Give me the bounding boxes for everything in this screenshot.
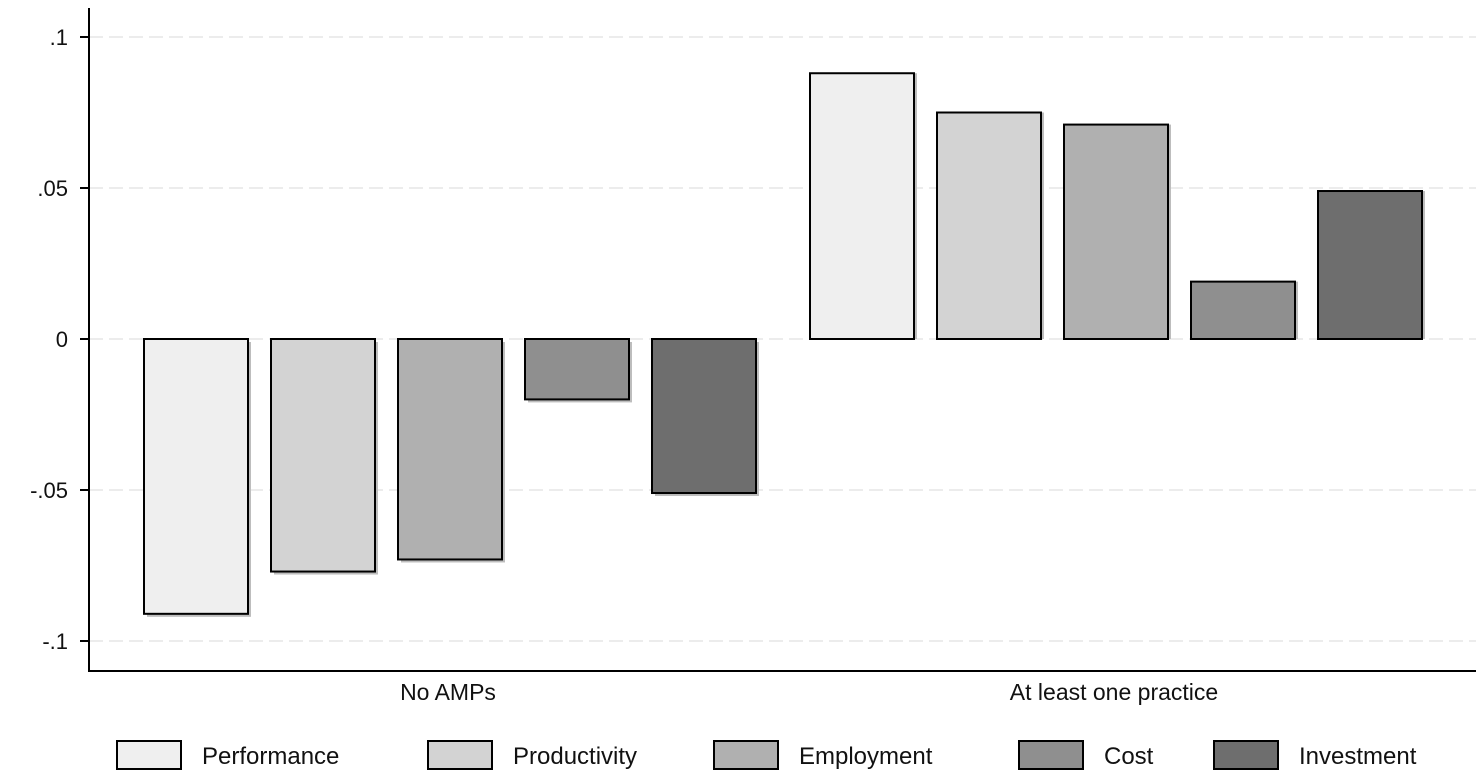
- x-category-label: No AMPs: [400, 679, 496, 705]
- y-ticks: .1 .05 0 -.05 -.1: [30, 25, 89, 654]
- bar: [809, 72, 915, 341]
- y-tick-label: 0: [56, 327, 68, 352]
- legend-swatch: [116, 740, 182, 770]
- x-category-label: At least one practice: [1010, 679, 1218, 705]
- legend-swatch: [1213, 740, 1279, 770]
- legend-swatch: [427, 740, 493, 770]
- bar: [936, 111, 1042, 340]
- y-tick-label: -.05: [30, 478, 68, 503]
- bar: [1190, 280, 1296, 340]
- bar: [1063, 123, 1169, 340]
- bar: [651, 338, 757, 495]
- legend-label: Investment: [1299, 743, 1417, 770]
- bar: [397, 338, 503, 561]
- bar: [270, 338, 376, 573]
- legend-label: Productivity: [513, 743, 637, 770]
- y-tick-label: .1: [50, 25, 68, 50]
- x-category-labels: No AMPs At least one practice: [400, 679, 1218, 705]
- legend-swatch: [1018, 740, 1084, 770]
- legend-label: Employment: [799, 743, 933, 770]
- y-tick-label: .05: [37, 176, 68, 201]
- legend-swatch: [713, 740, 779, 770]
- bar: [524, 338, 630, 401]
- bar: [143, 338, 249, 615]
- legend: Performance Productivity Employment Cost Inv…: [116, 740, 1417, 770]
- legend-label: Cost: [1104, 743, 1154, 770]
- y-tick-label: -.1: [42, 629, 68, 654]
- bar: [1317, 190, 1423, 340]
- bars: [143, 72, 1425, 617]
- legend-label: Performance: [202, 743, 339, 770]
